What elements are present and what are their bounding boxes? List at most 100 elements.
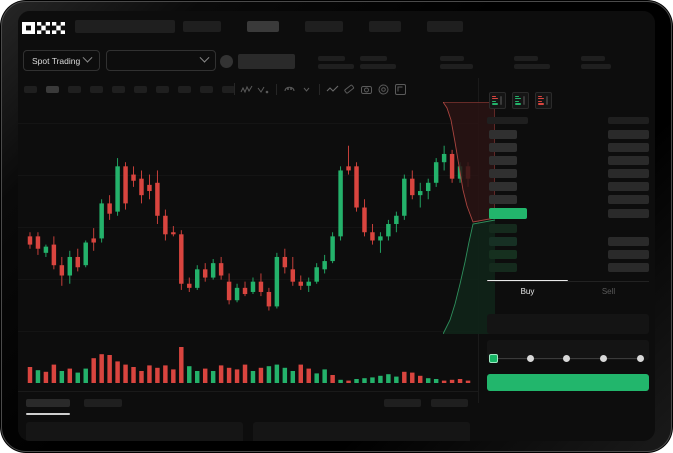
stat-1 — [360, 56, 396, 69]
timeframe-4[interactable] — [112, 86, 125, 93]
nav-item-2[interactable] — [305, 21, 343, 32]
stat-0-label — [318, 56, 345, 61]
orderbook-ask-size — [608, 130, 649, 139]
last-price-value — [238, 54, 295, 69]
okx-logo-icon[interactable] — [22, 21, 66, 34]
orderbook-bid-row[interactable] — [489, 224, 517, 233]
slider-step-0-active[interactable] — [489, 354, 498, 363]
orderbook-bid-size — [608, 250, 649, 259]
orderbook-column-headers — [487, 117, 649, 124]
stat-2-label — [440, 56, 464, 61]
coin-avatar — [220, 55, 233, 68]
volume-series — [27, 347, 471, 383]
orderbook-header-size — [608, 117, 649, 124]
nav-item-3[interactable] — [369, 21, 401, 32]
timeframe-5[interactable] — [134, 86, 147, 93]
slider-step-3[interactable] — [600, 355, 607, 362]
stat-4-label — [581, 56, 605, 61]
orderbook-view-modes — [489, 92, 552, 109]
stat-4 — [581, 56, 611, 69]
timeframe-9[interactable] — [222, 86, 235, 93]
orderbook-bid-row[interactable] — [489, 250, 517, 259]
search-input[interactable] — [75, 20, 175, 33]
orderbook-ask-size — [608, 143, 649, 152]
bottom-action-1[interactable] — [431, 399, 468, 407]
toolbar-divider — [319, 84, 320, 95]
stat-1-value — [360, 64, 396, 69]
depth-chart-overlay — [443, 102, 495, 334]
bottom-panel-1[interactable] — [253, 422, 470, 441]
orderbook-ask-row[interactable] — [489, 143, 517, 152]
market-type-dropdown[interactable]: Spot Trading — [23, 50, 101, 71]
amount-slider[interactable] — [489, 354, 647, 363]
logo-glyph-k — [37, 21, 50, 34]
price-chart[interactable] — [18, 101, 478, 391]
stat-2-value — [440, 64, 473, 69]
orderbook-ask-size — [608, 182, 649, 191]
template-icon[interactable] — [283, 83, 296, 96]
fullscreen-icon[interactable] — [394, 83, 407, 96]
orderbook-ask-row[interactable] — [489, 182, 517, 191]
chevron-down-icon[interactable] — [300, 83, 313, 96]
timeframe-0[interactable] — [24, 86, 37, 93]
stat-0-value — [318, 64, 354, 69]
stat-3 — [514, 56, 550, 69]
timeframe-2[interactable] — [68, 86, 81, 93]
slider-step-1[interactable] — [527, 355, 534, 362]
camera-icon[interactable] — [360, 83, 373, 96]
measure-icon[interactable] — [343, 83, 356, 96]
bottom-right-actions — [384, 399, 468, 407]
slider-step-2[interactable] — [563, 355, 570, 362]
timeframe-7[interactable] — [178, 86, 191, 93]
market-type-label: Spot Trading — [32, 55, 81, 66]
orderbook-ask-row[interactable] — [489, 195, 517, 204]
line-chart-icon[interactable] — [326, 83, 339, 96]
chevron-down-icon — [82, 52, 93, 63]
nav-item-4[interactable] — [427, 21, 463, 32]
chevron-down-icon — [199, 52, 210, 63]
app-screen: Spot Trading — [18, 11, 655, 441]
bottom-tab-0[interactable] — [26, 399, 70, 407]
tab-buy[interactable]: Buy — [520, 287, 535, 296]
orderbook-ask-size — [608, 169, 649, 178]
slider-step-4[interactable] — [637, 355, 644, 362]
buy-sell-tabs: Buy Sell — [487, 281, 649, 306]
toolbar-divider — [276, 84, 277, 95]
orderbook-ask-row[interactable] — [489, 156, 517, 165]
orderbook-ask-row[interactable] — [489, 130, 517, 139]
timeframe-8[interactable] — [200, 86, 213, 93]
both-icon[interactable] — [489, 92, 506, 109]
bids-icon[interactable] — [512, 92, 529, 109]
indicator-icon[interactable] — [240, 83, 253, 96]
timeframe-1[interactable] — [46, 86, 59, 93]
orderbook-ask-row[interactable] — [489, 169, 517, 178]
bottom-panel-0[interactable] — [26, 422, 243, 441]
timeframe-6[interactable] — [156, 86, 169, 93]
timeframe-buttons — [24, 86, 235, 93]
submit-order-button[interactable] — [487, 374, 649, 391]
orderbook-bid-size — [608, 263, 649, 272]
bottom-action-0[interactable] — [384, 399, 421, 407]
asks-icon[interactable] — [535, 92, 552, 109]
orderbook-ask-size — [608, 195, 649, 204]
active-tab-indicator — [26, 413, 70, 415]
orderbook-bid-row[interactable] — [489, 263, 517, 272]
bottom-tab-1[interactable] — [84, 399, 122, 407]
compare-icon[interactable] — [257, 83, 270, 96]
timeframe-3[interactable] — [90, 86, 103, 93]
orderbook-trade-panel: Buy Sell — [443, 78, 655, 403]
orderbook-bid-row[interactable] — [489, 237, 517, 246]
nav-item-0[interactable] — [183, 21, 221, 32]
orderbook-last-size — [608, 209, 649, 218]
bottom-tabs — [26, 399, 122, 407]
active-tab-indicator — [487, 280, 568, 282]
tab-sell[interactable]: Sell — [601, 287, 616, 296]
logo-glyph-x — [52, 21, 65, 34]
pair-selector[interactable] — [106, 50, 216, 71]
nav-item-1[interactable] — [247, 21, 279, 32]
toolbar-divider — [234, 83, 235, 95]
orderbook-last-price — [489, 208, 527, 219]
settings-icon[interactable] — [377, 83, 390, 96]
order-price-field[interactable] — [487, 314, 649, 334]
bottom-panels — [26, 422, 470, 441]
